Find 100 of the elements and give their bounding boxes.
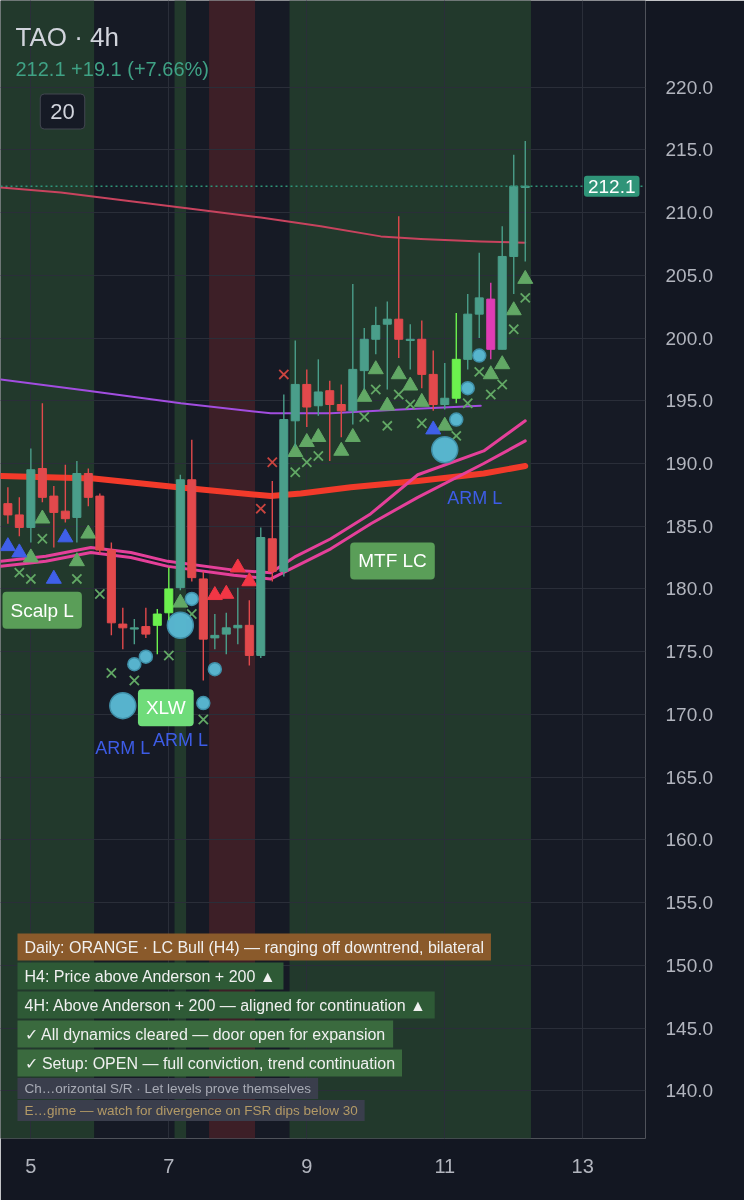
point (473, 366, 485, 378)
point (508, 323, 520, 335)
candlestick (129, 618, 139, 645)
point (68, 552, 85, 567)
point (218, 584, 235, 599)
x-tick-label: 7 (163, 1154, 175, 1177)
point (333, 441, 350, 456)
candlestick (210, 613, 220, 650)
point (413, 392, 430, 407)
point (312, 450, 324, 462)
point (425, 420, 442, 435)
candlestick (60, 464, 70, 524)
annotation: ARM L (95, 738, 151, 759)
point (36, 533, 48, 545)
point (11, 543, 28, 558)
annotation: E…gime — watch for divergence on FSR dips below 30 (24, 1103, 358, 1118)
point (393, 388, 405, 400)
y-tick-label: 145.0 (665, 1017, 714, 1039)
point (517, 269, 534, 284)
y-tick-label: 140.0 (665, 1080, 714, 1102)
candlestick (221, 612, 231, 655)
point (298, 432, 315, 447)
x-tick-label: 9 (301, 1154, 313, 1177)
candlestick (474, 251, 484, 339)
y-tick-label: 150.0 (665, 954, 714, 976)
point (229, 558, 246, 573)
point (289, 466, 301, 478)
point (485, 388, 497, 400)
point (404, 399, 416, 411)
point (450, 430, 462, 442)
point (278, 368, 290, 380)
y-tick-label: 195.0 (665, 390, 714, 412)
point (287, 443, 304, 458)
point (13, 567, 25, 579)
candlestick (336, 383, 346, 438)
point (241, 572, 258, 587)
y-tick-label: 155.0 (665, 892, 714, 914)
candlestick (371, 305, 381, 356)
point (22, 548, 39, 563)
annotation: ✓ All dynamics cleared — door open for expansion (24, 1025, 386, 1043)
annotation: 20 (50, 99, 75, 124)
point (416, 417, 428, 429)
point (163, 649, 175, 661)
point (206, 586, 223, 601)
y-tick-label: 220.0 (665, 76, 714, 98)
annotation: ✓ Setup: OPEN — full conviction, trend continuation (24, 1054, 396, 1072)
y-tick-label: 160.0 (665, 829, 714, 851)
candlestick (152, 608, 162, 655)
candlestick (118, 607, 128, 650)
point (172, 593, 189, 608)
annotation: MTF LC (358, 550, 427, 572)
line-series (0, 378, 482, 415)
point (71, 573, 83, 585)
y-tick-label: 175.0 (665, 641, 714, 663)
candlestick (394, 215, 404, 359)
candlestick (313, 358, 323, 417)
point (197, 713, 209, 725)
point (462, 397, 474, 409)
y-tick-label: 170.0 (665, 703, 714, 725)
point (0, 537, 16, 552)
point (381, 420, 393, 432)
candlestick (302, 368, 312, 428)
point (310, 427, 327, 442)
point (370, 383, 382, 395)
y-tick-label: 205.0 (665, 264, 714, 286)
y-tick-label: 180.0 (665, 578, 714, 600)
annotation: H4: Price above Anderson + 200 ▲ (24, 967, 276, 985)
candlestick (49, 485, 59, 549)
point (390, 365, 407, 380)
point (57, 528, 74, 543)
point (344, 427, 361, 442)
candlestick (440, 362, 450, 411)
point (358, 411, 370, 423)
y-tick-label: 210.0 (665, 202, 714, 224)
point (94, 588, 106, 600)
point (402, 376, 419, 391)
y-tick-label: 165.0 (665, 766, 714, 788)
point (367, 360, 384, 375)
point (34, 509, 51, 524)
point (105, 667, 117, 679)
point (356, 387, 373, 402)
candlestick (325, 379, 335, 462)
point (301, 456, 313, 468)
point (128, 675, 140, 687)
point (45, 569, 62, 584)
text: TAO · 4h (15, 21, 120, 52)
y-tick-label: 215.0 (665, 139, 714, 161)
y-tick-label: 190.0 (665, 452, 714, 474)
candlestick (164, 566, 174, 622)
candlestick (3, 486, 13, 525)
annotation: Scalp L (10, 599, 74, 621)
candlestick (14, 496, 24, 537)
annotation: ARM L (152, 730, 209, 751)
point (80, 524, 97, 539)
annotation: XLW (145, 697, 186, 719)
point (494, 355, 511, 370)
line-series (0, 186, 527, 244)
candlestick (382, 300, 392, 391)
point (436, 416, 453, 431)
candlestick (405, 323, 415, 371)
